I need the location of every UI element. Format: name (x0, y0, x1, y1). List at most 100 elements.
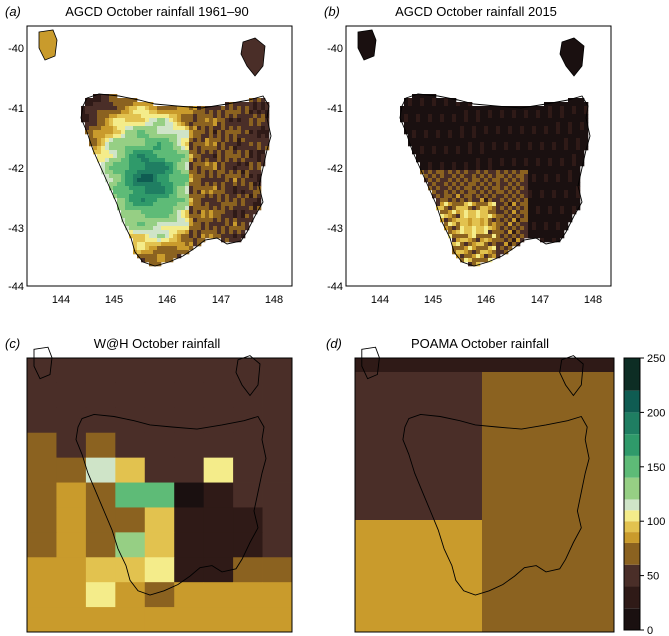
rainfall-cell (560, 106, 565, 111)
rainfall-cell (209, 146, 214, 151)
rainfall-cell (93, 102, 98, 107)
rainfall-cell (500, 126, 505, 131)
rainfall-cell (492, 222, 497, 227)
rainfall-cell (472, 122, 477, 127)
rainfall-cell (141, 226, 146, 231)
rainfall-cell (464, 162, 469, 167)
rainfall-cell (233, 126, 238, 131)
rainfall-cell (556, 190, 561, 195)
rainfall-cell (472, 254, 477, 259)
rainfall-cell (165, 146, 170, 151)
rainfall-cell (145, 218, 150, 223)
rainfall-cell (201, 206, 206, 211)
rainfall-cell (137, 114, 142, 119)
rainfall-cell (93, 114, 98, 119)
rainfall-cell (520, 186, 525, 191)
rainfall-cell (145, 214, 150, 219)
rainfall-cell (249, 174, 254, 179)
rainfall-cell (524, 118, 529, 123)
rainfall-cell (484, 250, 489, 255)
lon-tick: 148 (265, 294, 283, 306)
rainfall-cell (412, 134, 417, 139)
rainfall-cell (480, 250, 485, 255)
rainfall-cell (97, 122, 102, 127)
rainfall-cell (145, 210, 150, 215)
rainfall-cell (552, 190, 557, 195)
rainfall-cell (213, 194, 218, 199)
rainfall-cell (157, 126, 162, 131)
rainfall-cell (209, 182, 214, 187)
rainfall-cell (564, 106, 569, 111)
rainfall-cell (552, 126, 557, 131)
rainfall-cell (576, 154, 581, 159)
rainfall-cell (456, 218, 461, 223)
rainfall-cell (177, 238, 182, 243)
rainfall-cell (440, 182, 445, 187)
rainfall-cell (556, 178, 561, 183)
rainfall-cell (265, 106, 270, 111)
grid-cell (233, 457, 263, 483)
rainfall-cell (245, 138, 250, 143)
grid-cell (174, 382, 205, 409)
rainfall-cell (237, 230, 242, 235)
rainfall-cell (169, 186, 174, 191)
rainfall-cell (113, 130, 118, 135)
rainfall-cell (201, 162, 206, 167)
rainfall-cell (496, 186, 501, 191)
rainfall-cell (89, 106, 94, 111)
rainfall-cell (444, 174, 449, 179)
rainfall-cell (508, 162, 513, 167)
rainfall-cell (536, 214, 541, 219)
rainfall-cell (432, 182, 437, 187)
rainfall-cell (456, 130, 461, 135)
rainfall-cell (560, 110, 565, 115)
rainfall-cell (408, 126, 413, 131)
rainfall-cell (564, 214, 569, 219)
rainfall-cell (408, 134, 413, 139)
rainfall-cell (153, 234, 158, 239)
rainfall-cell (181, 178, 186, 183)
rainfall-cell (544, 166, 549, 171)
rainfall-cell (468, 254, 473, 259)
rainfall-cell (205, 178, 210, 183)
rainfall-cell (265, 126, 270, 131)
rainfall-cell (496, 234, 501, 239)
rainfall-cell (528, 222, 533, 227)
rainfall-cell (169, 254, 174, 259)
rainfall-cell (157, 242, 162, 247)
rainfall-cell (133, 150, 138, 155)
rainfall-cell (416, 154, 421, 159)
rainfall-cell (165, 210, 170, 215)
rainfall-cell (105, 118, 110, 123)
rainfall-cell (149, 250, 154, 255)
rainfall-cell (512, 226, 517, 231)
rainfall-cell (181, 170, 186, 175)
rainfall-cell (189, 158, 194, 163)
rainfall-cell (504, 190, 509, 195)
rainfall-cell (181, 122, 186, 127)
rainfall-cell (540, 170, 545, 175)
rainfall-cell (261, 110, 266, 115)
rainfall-cell (572, 198, 577, 203)
rainfall-cell (225, 158, 230, 163)
rainfall-cell (508, 130, 513, 135)
rainfall-cell (209, 110, 214, 115)
rainfall-cell (476, 110, 481, 115)
rainfall-cell (201, 134, 206, 139)
rainfall-cell (173, 142, 178, 147)
rainfall-cell (552, 114, 557, 119)
rainfall-cell (241, 122, 246, 127)
rainfall-cell (237, 142, 242, 147)
rainfall-cell (444, 158, 449, 163)
rainfall-cell (137, 162, 142, 167)
rainfall-cell (261, 118, 266, 123)
rainfall-cell (185, 186, 190, 191)
rainfall-cell (496, 230, 501, 235)
rainfall-cell (145, 130, 150, 135)
rainfall-cell (261, 154, 266, 159)
rainfall-cell (448, 150, 453, 155)
rainfall-cell (233, 222, 238, 227)
rainfall-cell (169, 234, 174, 239)
rainfall-cell (229, 166, 234, 171)
rainfall-cell (444, 190, 449, 195)
